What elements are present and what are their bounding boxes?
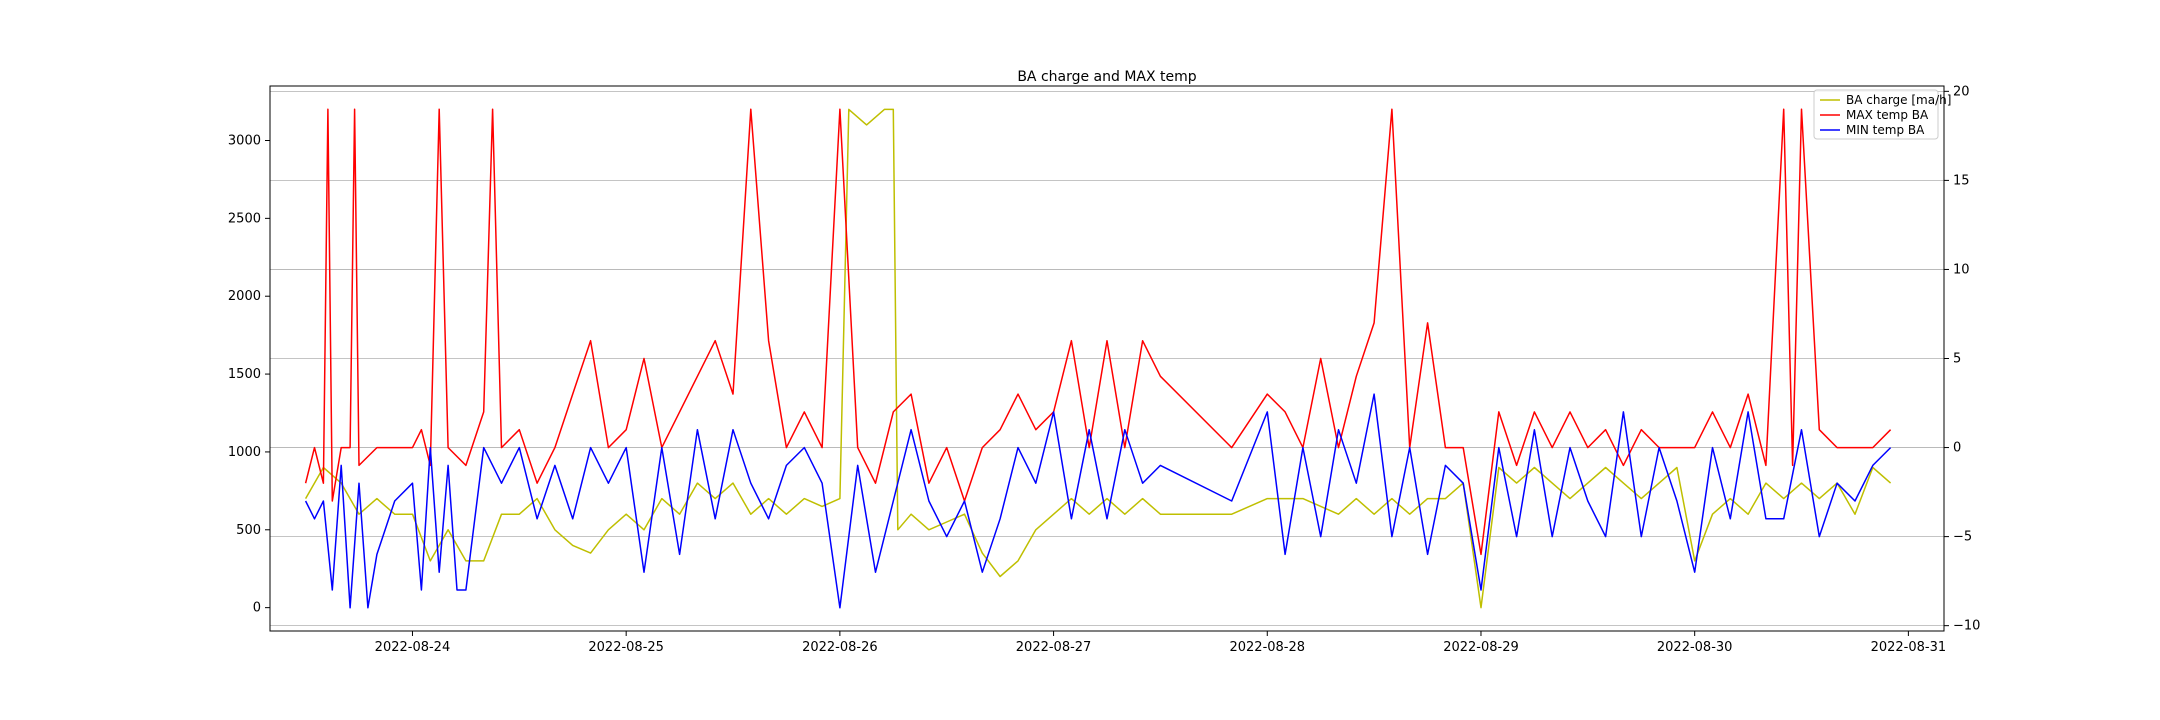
x-tick-label: 2022-08-26: [802, 640, 878, 655]
x-tick-label: 2022-08-29: [1443, 640, 1519, 655]
x-tick-label: 2022-08-24: [375, 640, 451, 655]
y-tick-label: 2500: [228, 211, 261, 226]
y2-tick-label: 5: [1953, 352, 1961, 367]
y2-tick-label: −5: [1953, 530, 1972, 545]
legend-box: [1813, 89, 1939, 140]
y2-tick-label: 10: [1953, 262, 1970, 277]
y2-tick-label: 15: [1953, 173, 1970, 188]
y-tick-label: 2000: [228, 289, 261, 304]
y-tick-label: 1000: [228, 445, 261, 460]
x-tick-label: 2022-08-28: [1229, 640, 1305, 655]
x-tick-label: 2022-08-25: [588, 640, 664, 655]
y2-tick-label: 20: [1953, 84, 1970, 99]
y-tick-label: 3000: [228, 134, 261, 149]
y-tick-label: 1500: [228, 367, 261, 382]
legend-label: MIN temp BA: [1846, 123, 1925, 137]
x-tick-label: 2022-08-30: [1657, 640, 1733, 655]
x-tick-label: 2022-08-31: [1871, 640, 1947, 655]
legend-label: MAX temp BA: [1846, 108, 1929, 122]
chart-title: BA charge and MAX temp: [1017, 69, 1196, 85]
series-line-min-temp-ba: [304, 393, 1892, 609]
y-tick-label: 500: [236, 523, 261, 538]
y2-tick-label: 0: [1953, 441, 1961, 456]
x-tick-label: 2022-08-27: [1016, 640, 1092, 655]
series-line-max-temp-ba: [304, 108, 1892, 556]
legend-label: BA charge [ma/h]: [1846, 93, 1951, 107]
y-tick-label: 0: [253, 601, 261, 616]
y2-tick-label: −10: [1953, 619, 1980, 634]
